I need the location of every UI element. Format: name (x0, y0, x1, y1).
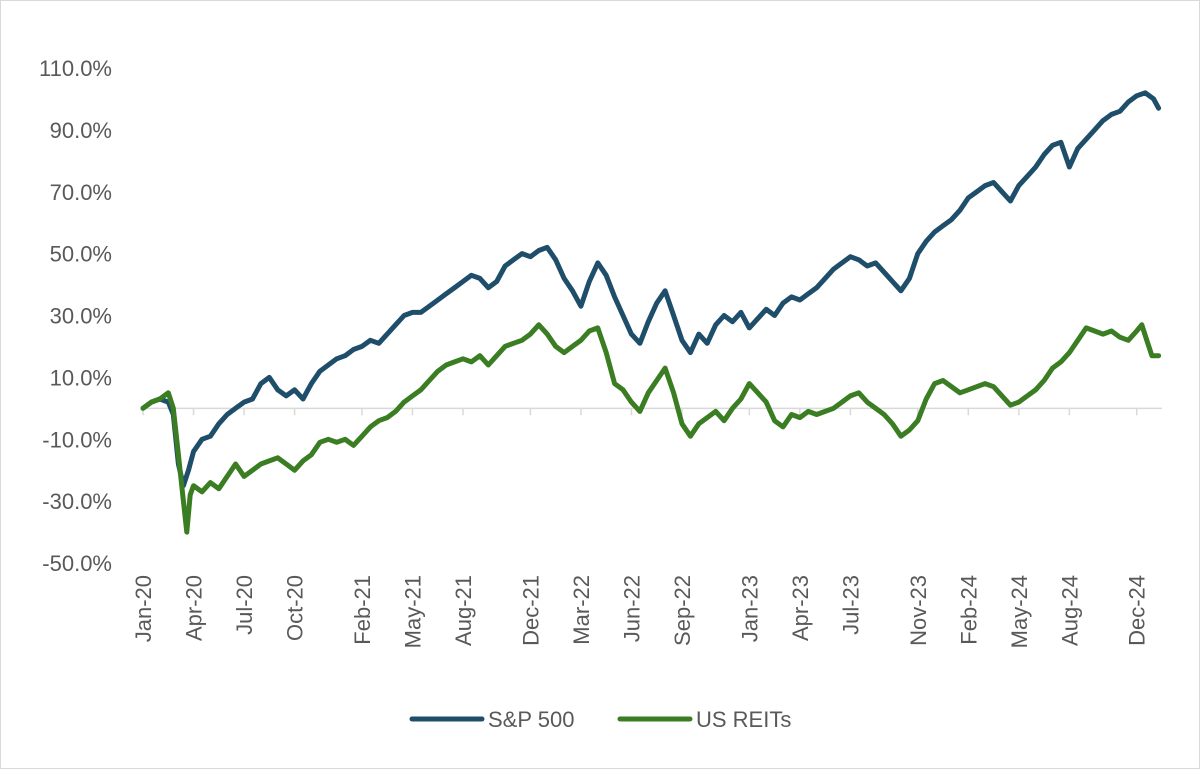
y-tick-label: 110.0% (39, 56, 112, 81)
x-tick-label: Jan-23 (737, 575, 762, 642)
x-tick-label: Mar-22 (569, 575, 594, 645)
series-line-s-p-500 (140, 90, 1162, 489)
y-axis-ticks: 110.0% 90.0% 70.0% 50.0% 30.0% 10.0% -10.0% -30… (39, 56, 112, 576)
x-tick-label: Jan-20 (131, 575, 156, 642)
y-tick-label: -30.0% (42, 489, 112, 514)
y-tick-label: 30.0% (50, 304, 112, 329)
y-tick-label: 50.0% (50, 242, 112, 267)
x-tick-label: Apr-20 (182, 575, 207, 641)
x-tick-label: Jul-23 (838, 575, 863, 635)
x-axis: Jan-20 Apr-20 Jul-20 Oct-20 Feb-21 May-21 Aug-… (131, 407, 1162, 648)
x-tick-label: Aug-21 (451, 575, 476, 646)
legend-label: S&P 500 (488, 707, 574, 732)
y-tick-label: 10.0% (50, 365, 112, 390)
x-tick-label: Sep-22 (670, 575, 695, 646)
x-tick-label: Dec-24 (1125, 575, 1150, 646)
y-tick-label: 90.0% (50, 118, 112, 143)
y-tick-label: 70.0% (50, 180, 112, 205)
legend-label: US REITs (696, 707, 791, 732)
y-tick-label: -10.0% (42, 427, 112, 452)
series-layer (140, 90, 1162, 535)
series-line-us-reits (140, 322, 1162, 535)
x-tick-label: Aug-24 (1057, 575, 1082, 646)
x-tick-label: Dec-21 (518, 575, 543, 646)
x-tick-label: Jul-20 (232, 575, 257, 635)
x-tick-label: Feb-24 (956, 575, 981, 645)
x-tick-label: Oct-20 (283, 575, 308, 641)
x-tick-label: Feb-21 (350, 575, 375, 645)
x-tick-label: May-24 (1007, 575, 1032, 648)
x-tick-label: Nov-23 (906, 575, 931, 646)
x-tick-label: May-21 (400, 575, 425, 648)
x-tick-label: Jun-22 (619, 575, 644, 642)
legend: S&P 500 US REITs (409, 707, 791, 732)
y-tick-label: -50.0% (42, 551, 112, 576)
x-tick-label: Apr-23 (788, 575, 813, 641)
